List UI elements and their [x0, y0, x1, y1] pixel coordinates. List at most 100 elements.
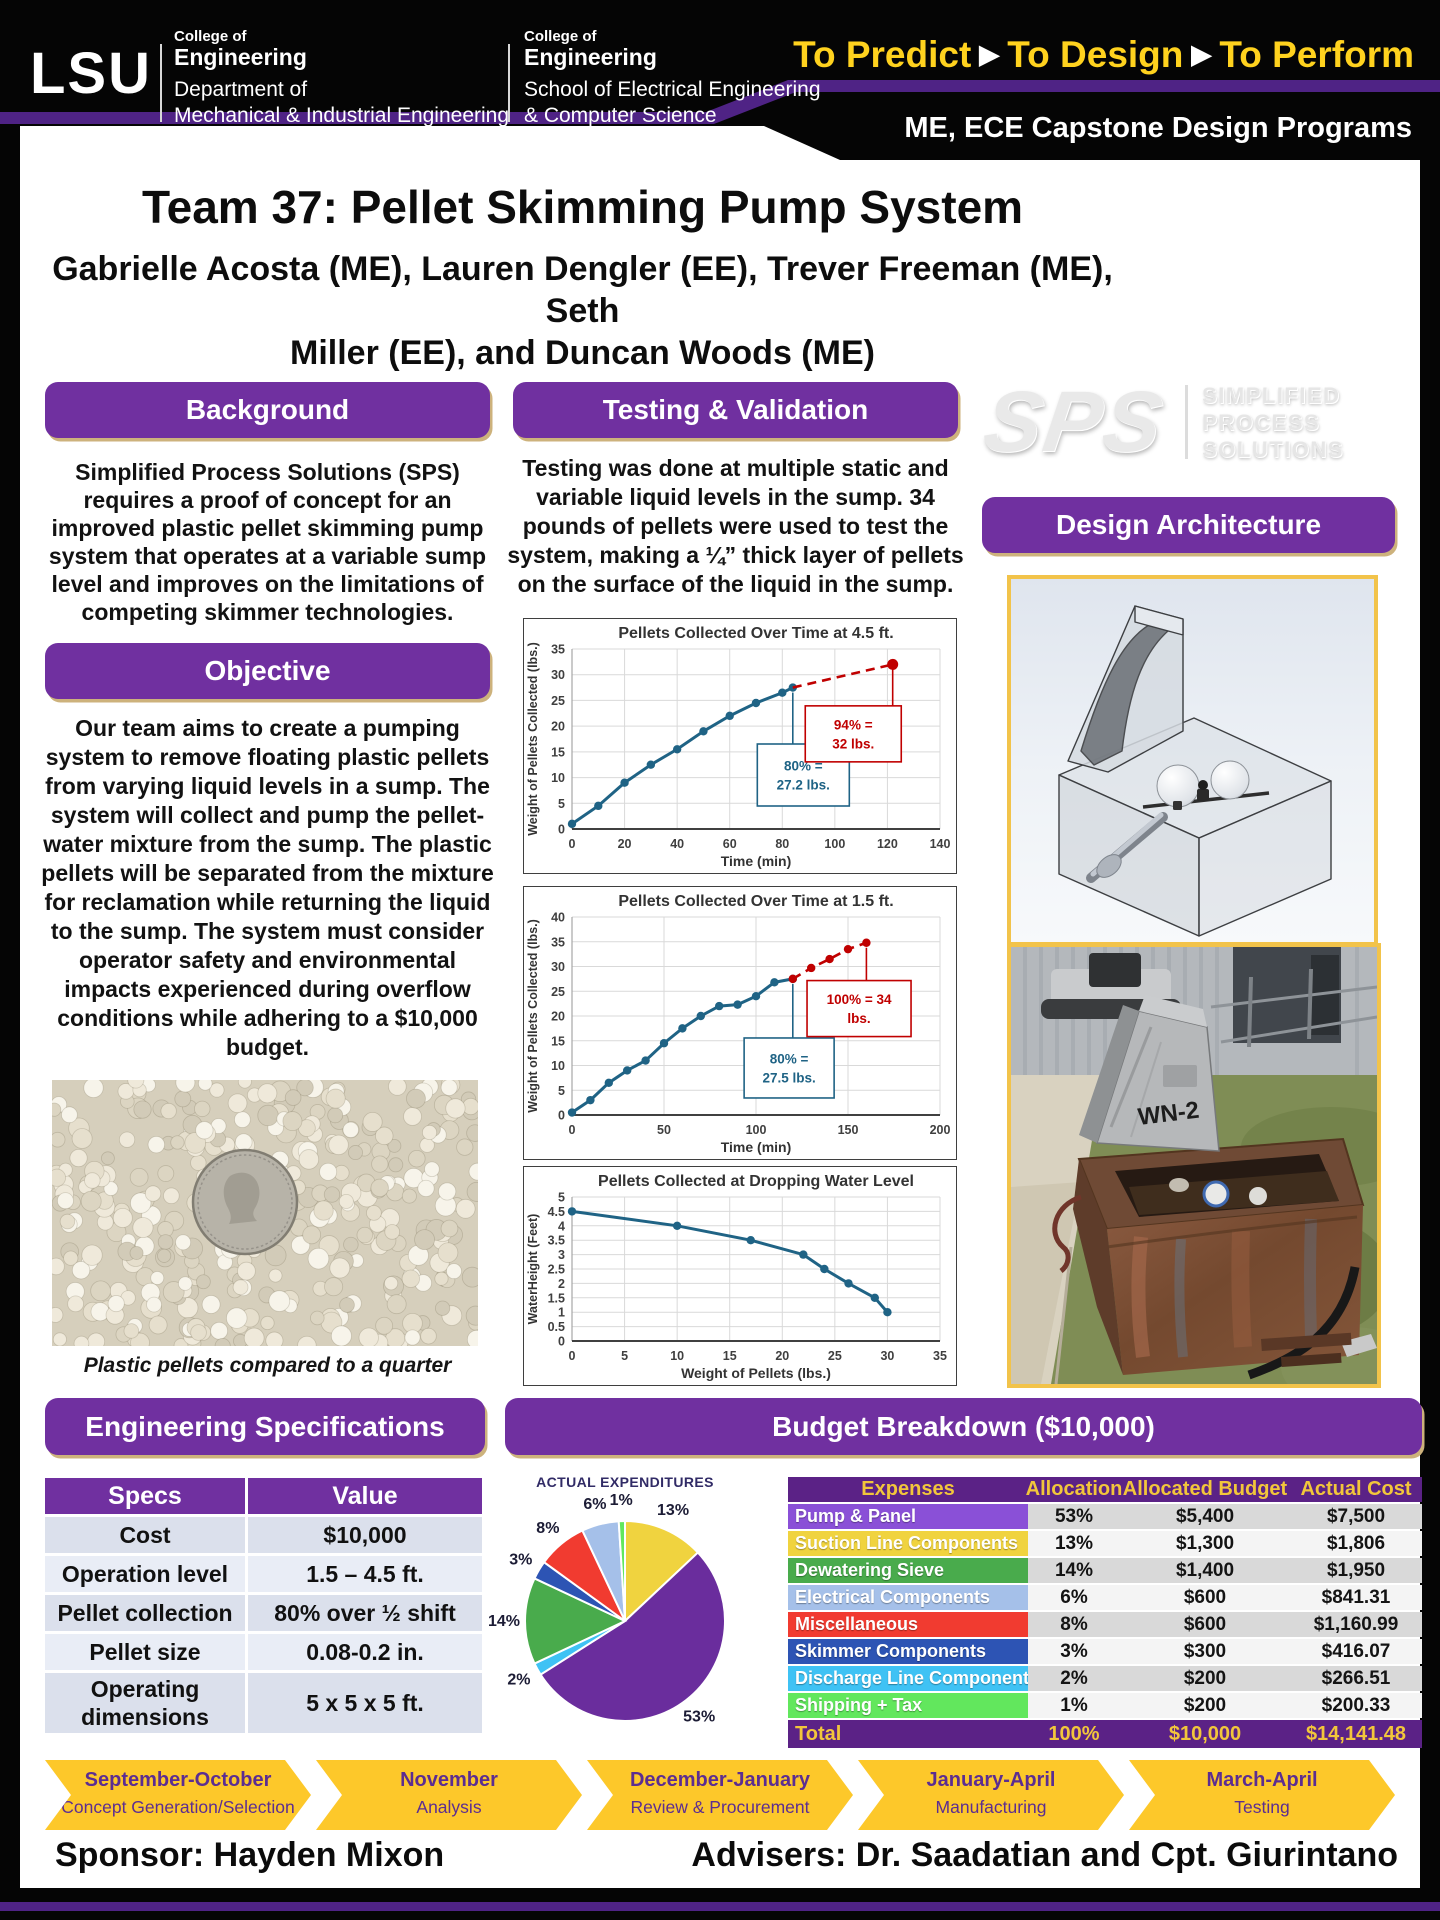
- svg-text:25: 25: [551, 985, 565, 999]
- budget-allocation: 1%: [1028, 1693, 1120, 1718]
- svg-text:Weight of Pellets Collected (l: Weight of Pellets Collected (lbs.): [526, 919, 540, 1113]
- svg-text:35: 35: [933, 1349, 947, 1363]
- timeline-phase: Analysis: [416, 1797, 482, 1817]
- budget-header-allocated: Allocated Budget: [1122, 1478, 1288, 1500]
- svg-text:Weight of Pellets Collected (l: Weight of Pellets Collected (lbs.): [526, 642, 540, 836]
- college-of-label: College of: [524, 28, 597, 45]
- svg-text:60: 60: [723, 837, 737, 851]
- chart-pellets-4-5ft: 0 20 40 60 80 100 120 140 0 5 10 15 20 25 30 35 Pellets …: [523, 618, 957, 874]
- svg-text:Pellets Collected Over Time at: Pellets Collected Over Time at 1.5 ft.: [618, 893, 893, 910]
- arrow-icon: ▶: [979, 39, 1000, 69]
- svg-text:2%: 2%: [507, 1671, 530, 1688]
- svg-text:0: 0: [569, 1123, 576, 1137]
- sps-logo-divider: [1185, 385, 1189, 459]
- dept-line: Mechanical & Industrial Engineering: [174, 104, 510, 127]
- svg-text:50: 50: [657, 1123, 671, 1137]
- expenditures-pie-chart: 13% 53% 2% 14% 3% 8% 6% 1%: [480, 1490, 770, 1752]
- budget-row: Suction Line Components 13% $1,300 $1,80…: [788, 1531, 1422, 1556]
- motto-part: To Design: [1007, 34, 1184, 75]
- spec-value: 5 x 5 x 5 ft.: [248, 1673, 482, 1733]
- svg-text:1%: 1%: [610, 1492, 633, 1509]
- timeline-phase: Manufacturing: [935, 1797, 1047, 1817]
- authors-line: Gabrielle Acosta (ME), Lauren Dengler (E…: [52, 250, 1113, 330]
- svg-text:0: 0: [569, 1349, 576, 1363]
- budget-actual: $841.31: [1290, 1585, 1422, 1610]
- svg-text:Time (min): Time (min): [721, 853, 792, 869]
- svg-text:Pellets Collected Over Time at: Pellets Collected Over Time at 4.5 ft.: [618, 625, 893, 642]
- svg-text:100% = 34: 100% = 34: [827, 992, 892, 1007]
- svg-text:0.5: 0.5: [548, 1320, 565, 1334]
- svg-text:100: 100: [746, 1123, 767, 1137]
- svg-text:Pellets Collected at Dropping: Pellets Collected at Dropping Water Leve…: [598, 1173, 914, 1190]
- svg-text:13%: 13%: [657, 1502, 689, 1519]
- budget-allocation: 2%: [1028, 1666, 1120, 1691]
- budget-row-label: Skimmer Components: [788, 1639, 1028, 1664]
- budget-row-label: Pump & Panel: [788, 1504, 1028, 1529]
- spec-value: 80% over ½ shift: [248, 1595, 482, 1631]
- svg-text:14%: 14%: [488, 1613, 520, 1630]
- engineering-label: Engineering: [174, 44, 307, 70]
- spec-label: Operation level: [45, 1556, 245, 1592]
- svg-text:20: 20: [551, 1010, 565, 1024]
- budget-table: Expenses Allocation Allocated Budget Act…: [788, 1477, 1422, 1748]
- sps-logo: SPS SIMPLIFIED PROCESS SOLUTIONS: [978, 372, 1421, 472]
- budget-row: Electrical Components 6% $600 $841.31: [788, 1585, 1422, 1610]
- testing-text: Testing was done at multiple static and …: [507, 455, 964, 597]
- svg-text:200: 200: [930, 1123, 951, 1137]
- timeline-stage-2: November Analysis: [316, 1760, 582, 1830]
- section-heading-testing: Testing & Validation: [513, 382, 958, 438]
- sps-logo-abbr: SPS: [978, 373, 1170, 470]
- budget-allocated: $1,300: [1120, 1531, 1290, 1556]
- svg-text:10: 10: [551, 1059, 565, 1073]
- section-heading-objective: Objective: [45, 643, 490, 699]
- project-timeline: September-October Concept Generation/Sel…: [45, 1760, 1395, 1830]
- pie-chart-title: ACTUAL EXPENDITURES: [536, 1474, 714, 1490]
- svg-text:15: 15: [551, 745, 565, 759]
- spec-label: Pellet collection: [45, 1595, 245, 1631]
- timeline-stage-5: March-April Testing: [1129, 1760, 1395, 1830]
- budget-actual: $7,500: [1290, 1504, 1422, 1529]
- budget-allocated: $1,400: [1120, 1558, 1290, 1583]
- header-divider: [508, 44, 510, 122]
- advisers-credit: Advisers: Dr. Saadatian and Cpt. Giurint…: [691, 1836, 1398, 1874]
- svg-text:5: 5: [558, 1084, 565, 1098]
- svg-text:8%: 8%: [536, 1520, 559, 1537]
- svg-text:0: 0: [569, 837, 576, 851]
- budget-row-label: Suction Line Components: [788, 1531, 1028, 1556]
- engineering-label: Engineering: [524, 44, 657, 70]
- svg-text:5: 5: [621, 1349, 628, 1363]
- svg-text:20: 20: [618, 837, 632, 851]
- budget-row-label: Dewatering Sieve: [788, 1558, 1028, 1583]
- prototype-photo-image: WN-2: [1011, 947, 1377, 1384]
- prototype-photo: WN-2: [1007, 943, 1381, 1388]
- timeline-stage-1: September-October Concept Generation/Sel…: [45, 1760, 311, 1830]
- budget-header-actual: Actual Cost: [1300, 1478, 1412, 1500]
- svg-text:120: 120: [877, 837, 898, 851]
- svg-text:27.2 lbs.: 27.2 lbs.: [777, 778, 830, 793]
- timeline-phase: Concept Generation/Selection: [61, 1797, 295, 1817]
- timeline-period: December-January: [629, 1769, 811, 1791]
- section-heading-specs: Engineering Specifications: [45, 1398, 485, 1455]
- svg-text:20: 20: [775, 1349, 789, 1363]
- timeline-period: March-April: [1206, 1769, 1318, 1791]
- dept-line: School of Electrical Engineering: [524, 78, 821, 101]
- dept-electrical: College of Engineering School of Electri…: [524, 28, 821, 129]
- svg-text:1: 1: [558, 1306, 565, 1320]
- svg-text:1.5: 1.5: [548, 1291, 565, 1305]
- budget-allocation: 8%: [1028, 1612, 1120, 1637]
- chart-dropping-water-level: 0 5 10 15 20 25 30 35 0 0.5 1 1.5 2 2.5 3 3.5 4 4.5 5 Pelle…: [523, 1166, 957, 1386]
- motto-part: To Predict: [793, 34, 972, 75]
- svg-text:4.5: 4.5: [548, 1205, 565, 1219]
- svg-text:27.5 lbs.: 27.5 lbs.: [762, 1070, 815, 1085]
- budget-allocation: 53%: [1028, 1504, 1120, 1529]
- budget-allocated: $200: [1120, 1666, 1290, 1691]
- spec-table: Specs Value Cost $10,000 Operation level…: [45, 1478, 482, 1733]
- budget-total-actual: $14,141.48: [1305, 1722, 1407, 1745]
- spec-header-specs: Specs: [45, 1478, 245, 1514]
- budget-row: Discharge Line Components 2% $200 $266.5…: [788, 1666, 1422, 1691]
- svg-text:Weight of Pellets (lbs.): Weight of Pellets (lbs.): [681, 1365, 831, 1381]
- svg-text:0: 0: [558, 1335, 565, 1349]
- svg-text:2.5: 2.5: [548, 1263, 565, 1277]
- svg-text:WaterHeight (Feet): WaterHeight (Feet): [526, 1214, 540, 1325]
